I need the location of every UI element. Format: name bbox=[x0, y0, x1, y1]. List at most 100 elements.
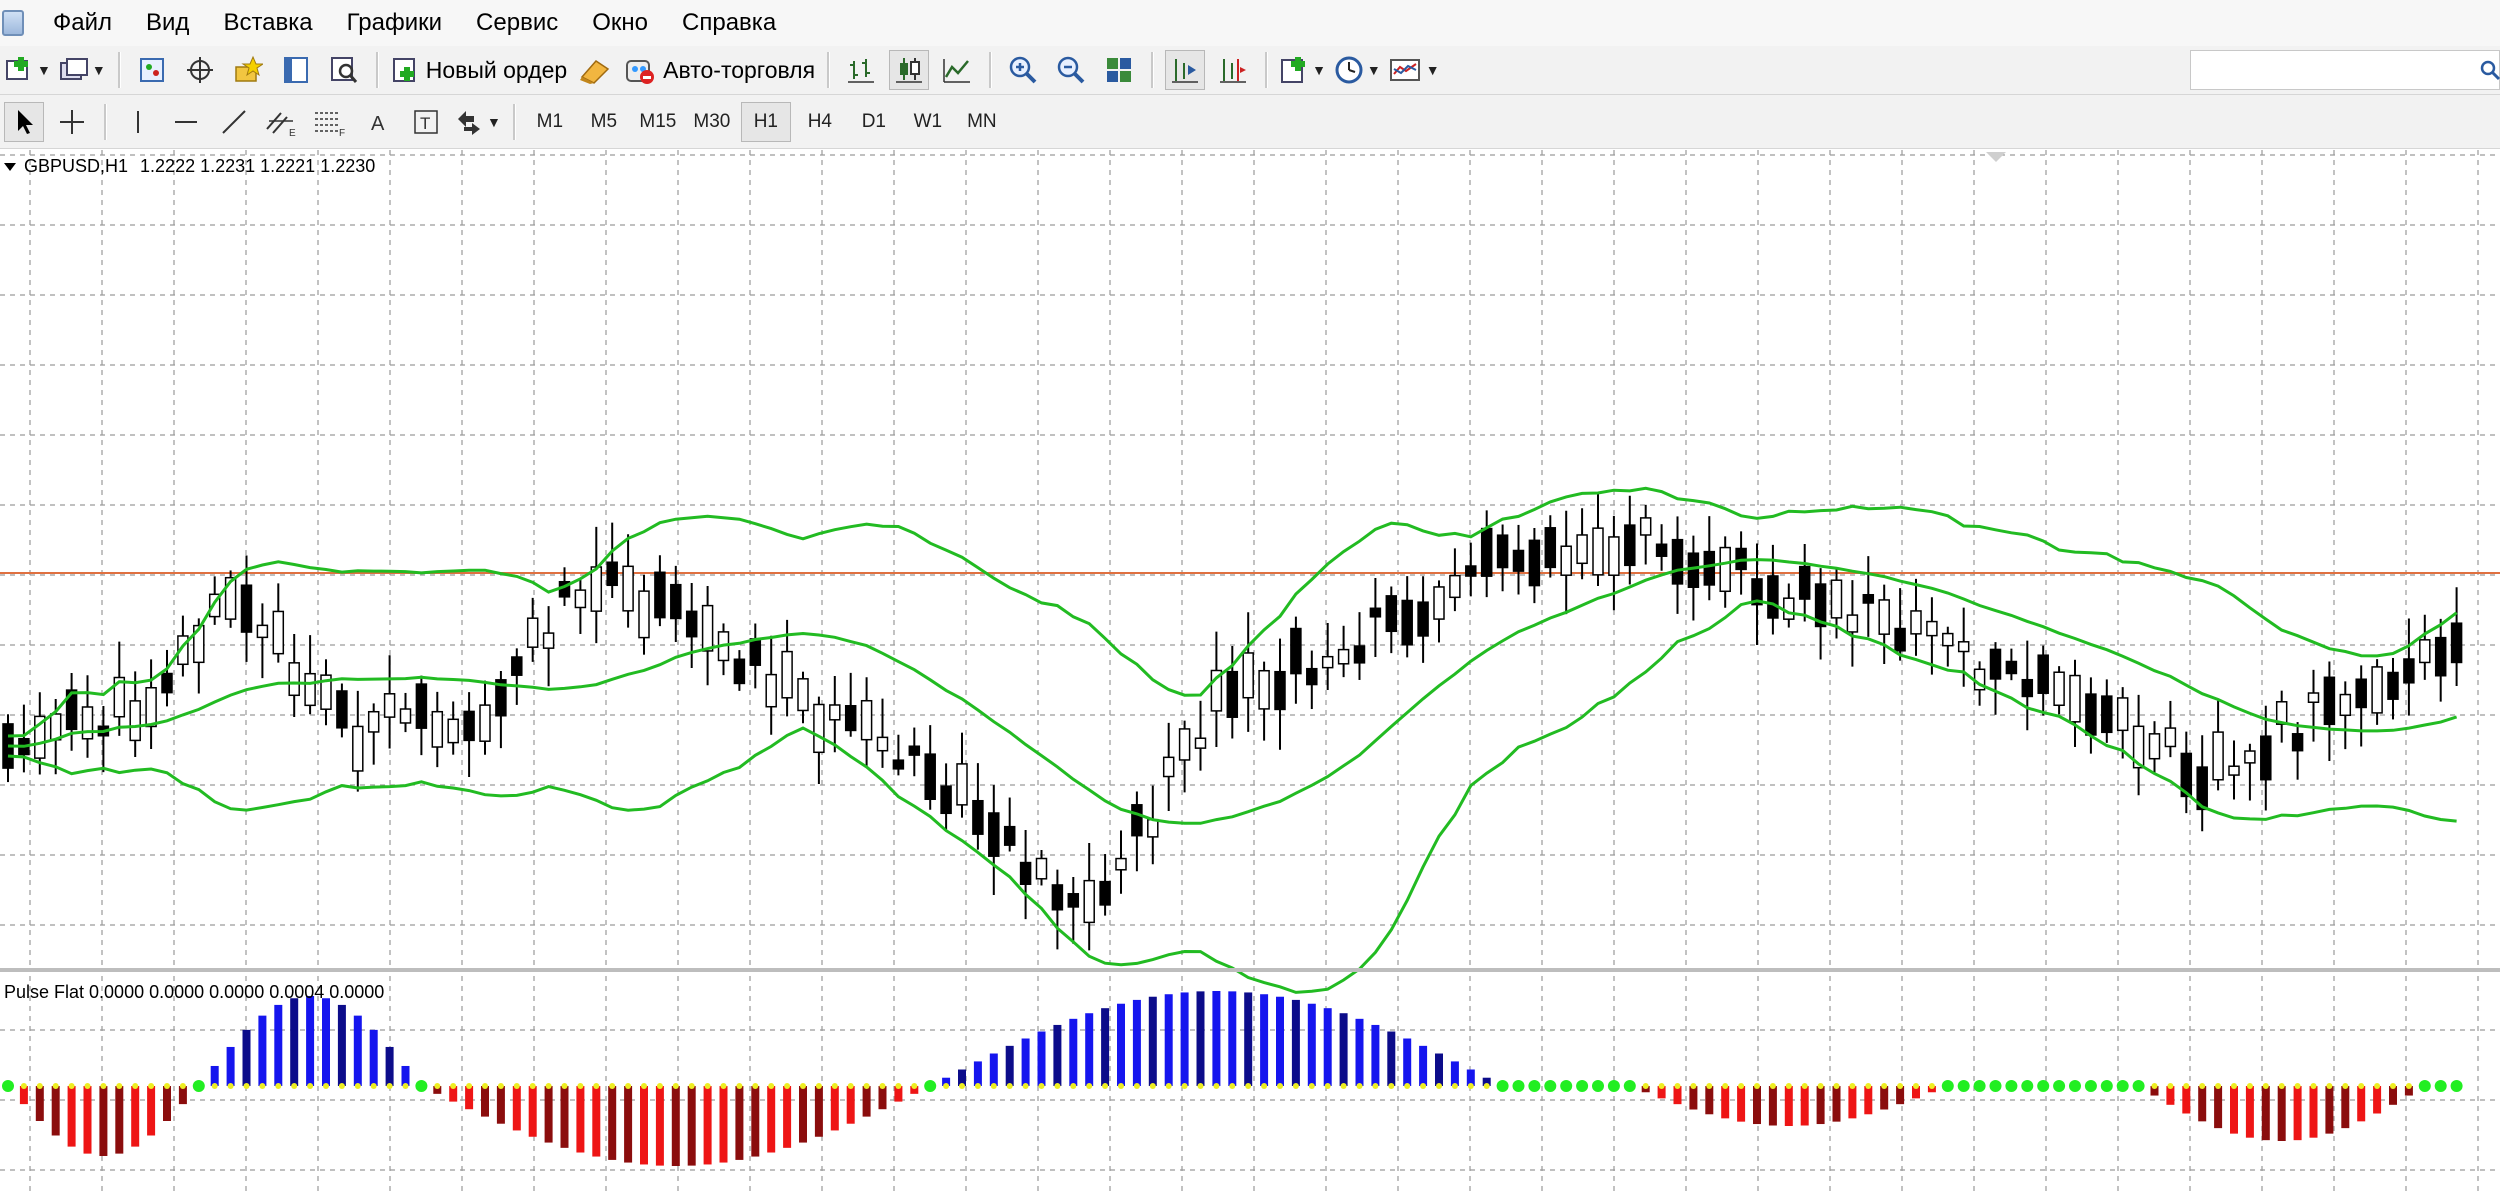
histogram-signal-dot bbox=[466, 1083, 473, 1089]
timeframe-d1[interactable]: D1 bbox=[861, 110, 886, 132]
text-icon: A bbox=[371, 113, 385, 135]
histogram-signal-dot bbox=[227, 1083, 234, 1089]
fibonacci-icon: F bbox=[315, 111, 345, 137]
menu-tools[interactable]: Сервис bbox=[476, 9, 559, 36]
chart-window[interactable] bbox=[0, 150, 2500, 1194]
histogram-bar-down bbox=[1864, 1086, 1873, 1115]
zoom-in-button[interactable] bbox=[1003, 50, 1043, 90]
tile-windows-button[interactable] bbox=[1099, 50, 1139, 90]
histogram-bar-up bbox=[1450, 1061, 1459, 1086]
candlestick-button[interactable] bbox=[889, 50, 930, 90]
new-order-button[interactable]: Новый ордер bbox=[390, 50, 567, 90]
zoom-out-button[interactable] bbox=[1051, 50, 1091, 90]
histogram-bar-up bbox=[1466, 1069, 1475, 1086]
menu-window[interactable]: Окно bbox=[592, 9, 649, 36]
candle-body bbox=[1878, 599, 1890, 635]
histogram-bar-down bbox=[862, 1086, 871, 1117]
menu-insert[interactable]: Вставка bbox=[223, 9, 313, 36]
navigator-button[interactable] bbox=[228, 50, 268, 90]
candle-body bbox=[1385, 595, 1398, 633]
candle-body bbox=[654, 571, 666, 619]
timeframe-mn[interactable]: MN bbox=[967, 110, 997, 132]
svg-text:F: F bbox=[339, 128, 345, 137]
arrows-button[interactable]: ▼ bbox=[454, 102, 501, 142]
crosshair-button[interactable] bbox=[52, 102, 92, 142]
histogram-signal-dot bbox=[2215, 1083, 2222, 1089]
histogram-signal-dot bbox=[879, 1083, 886, 1089]
line-chart-button[interactable] bbox=[937, 50, 977, 90]
timeframe-h1[interactable]: H1 bbox=[740, 101, 791, 142]
candle-body bbox=[431, 710, 444, 748]
new-order-icon bbox=[392, 58, 415, 82]
histogram-signal-dot bbox=[1897, 1083, 1904, 1089]
histogram-bar-down bbox=[163, 1086, 171, 1121]
timeframe-m15[interactable]: M15 bbox=[639, 110, 677, 132]
histogram-signal-dot bbox=[1102, 1083, 1109, 1089]
indicators-button[interactable]: ▼ bbox=[1279, 50, 1326, 90]
chart-shift-button[interactable] bbox=[1165, 50, 1206, 90]
profiles-button[interactable]: ▼ bbox=[59, 50, 106, 90]
cursor-button[interactable] bbox=[4, 101, 44, 142]
terminal-button[interactable] bbox=[276, 50, 316, 90]
histogram-signal-dot bbox=[307, 1083, 314, 1089]
candle-body bbox=[2275, 701, 2288, 725]
timeframe-h4[interactable]: H4 bbox=[807, 110, 832, 132]
text-button[interactable]: A bbox=[358, 102, 398, 142]
search-input[interactable] bbox=[2190, 50, 2500, 90]
strategy-tester-button[interactable] bbox=[324, 50, 364, 90]
horizontal-line-button[interactable] bbox=[166, 102, 206, 142]
candle-body bbox=[495, 679, 507, 717]
candle-body bbox=[908, 745, 921, 756]
histogram-signal-dot bbox=[672, 1083, 679, 1089]
menu-file[interactable]: Файл bbox=[53, 9, 113, 36]
trendline-button[interactable] bbox=[214, 102, 254, 142]
histogram-bar-down bbox=[2166, 1086, 2175, 1105]
market-watch-button[interactable] bbox=[132, 50, 172, 90]
histogram-bar-up bbox=[1085, 1013, 1094, 1086]
histogram-signal-dot bbox=[2278, 1083, 2285, 1089]
chevron-down-icon[interactable] bbox=[4, 162, 16, 171]
histogram-signal-dot bbox=[1560, 1080, 1573, 1092]
histogram-signal-dot bbox=[192, 1080, 205, 1092]
histogram-bar-up bbox=[1132, 999, 1141, 1086]
subwindow-divider[interactable] bbox=[0, 968, 2500, 972]
menu-help[interactable]: Справка bbox=[682, 9, 777, 36]
autotrading-button[interactable]: Авто-торговля bbox=[623, 50, 815, 90]
data-window-button[interactable] bbox=[180, 50, 220, 90]
timeframe-w1[interactable]: W1 bbox=[913, 110, 943, 132]
histogram-signal-dot bbox=[513, 1083, 520, 1089]
menu-view[interactable]: Вид bbox=[146, 9, 190, 36]
periods-button[interactable]: ▼ bbox=[1334, 50, 1381, 90]
profiles-icon bbox=[59, 58, 88, 80]
histogram-signal-dot bbox=[132, 1083, 139, 1089]
histogram-signal-dot bbox=[924, 1080, 937, 1092]
menu-charts[interactable]: Графики bbox=[346, 9, 443, 36]
chart-canvas[interactable] bbox=[0, 150, 2500, 1194]
metaeditor-button[interactable] bbox=[575, 50, 615, 90]
histogram-bar-up bbox=[274, 1004, 283, 1086]
equidistant-channel-button[interactable]: E bbox=[262, 102, 302, 142]
histogram-signal-dot bbox=[1706, 1083, 1713, 1089]
candle-body bbox=[1846, 614, 1859, 633]
templates-button[interactable]: ▼ bbox=[1389, 50, 1440, 90]
timeframe-m30[interactable]: M30 bbox=[693, 110, 731, 132]
histogram-signal-dot bbox=[2005, 1080, 2018, 1092]
auto-scroll-button[interactable] bbox=[1213, 50, 1253, 90]
chevron-down-icon: ▼ bbox=[487, 113, 501, 130]
vertical-line-icon bbox=[137, 110, 139, 133]
zoom-in-icon bbox=[1009, 56, 1037, 84]
vertical-line-button[interactable] bbox=[118, 102, 158, 142]
timeframe-m5[interactable]: M5 bbox=[590, 110, 618, 132]
bar-chart-button[interactable] bbox=[841, 50, 881, 90]
new-chart-button[interactable]: ▼ bbox=[4, 50, 51, 90]
fibonacci-button[interactable]: F bbox=[310, 102, 350, 142]
timeframe-m1[interactable]: M1 bbox=[536, 110, 564, 132]
histogram-signal-dot bbox=[370, 1083, 377, 1089]
text-label-button[interactable]: T bbox=[406, 102, 446, 142]
candle-body bbox=[1608, 536, 1620, 576]
histogram-signal-dot bbox=[1340, 1083, 1347, 1089]
chart-symbol-label[interactable]: GBPUSD,H1 1.2222 1.2231 1.2221 1.2230 bbox=[0, 156, 375, 177]
histogram-signal-dot bbox=[1738, 1083, 1745, 1089]
histogram-bar-down bbox=[481, 1086, 489, 1117]
app-icon[interactable] bbox=[2, 10, 24, 36]
